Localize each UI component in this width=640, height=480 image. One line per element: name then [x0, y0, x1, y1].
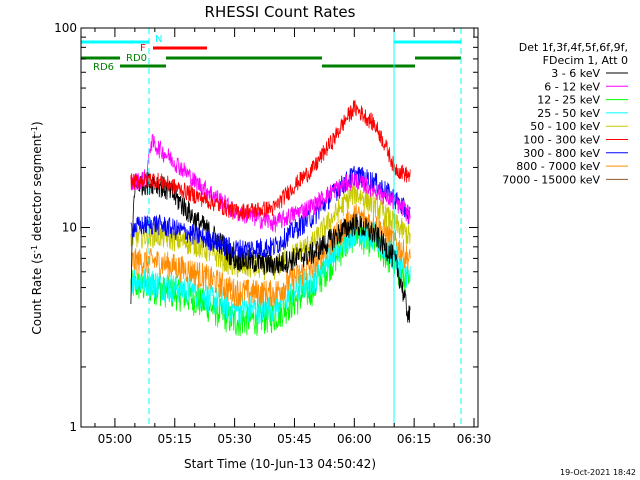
- y-tick-label: 1: [69, 420, 77, 434]
- legend-label: 300 - 800 keV: [523, 147, 600, 160]
- legend-label: 12 - 25 keV: [537, 94, 600, 107]
- series-line-800-7000keV: [130, 204, 411, 308]
- mode-label-rd0: RD0: [126, 53, 147, 64]
- y-axis-ticks: 1 10 100: [54, 21, 478, 434]
- mode-label-f: F: [140, 43, 146, 54]
- x-tick-label: 06:00: [337, 432, 372, 446]
- legend-label: 3 - 6 keV: [551, 67, 600, 80]
- mode-label-n: N: [155, 34, 162, 45]
- y-axis-label-c: ): [30, 121, 44, 126]
- y-tick-label: 100: [54, 21, 77, 35]
- x-tick-label: 05:45: [277, 432, 312, 446]
- series-line-25-50keV: [130, 216, 411, 326]
- x-axis-ticks: 05:00 05:15 05:30 05:45 06:00 06:15 06:30: [94, 28, 492, 446]
- x-tick-label: 05:15: [157, 432, 192, 446]
- legend-label: 25 - 50 keV: [537, 107, 600, 120]
- series-line-6-12keV: [130, 133, 411, 233]
- y-axis-label-b: detector segment: [30, 134, 44, 245]
- legend-header-1: Det 1f,3f,4f,5f,6f,9f,: [519, 41, 628, 54]
- legend-header-2: FDecim 1, Att 0: [543, 54, 628, 67]
- x-tick-label: 06:15: [397, 432, 432, 446]
- legend-label: 50 - 100 keV: [530, 120, 600, 133]
- legend-label: 7000 - 15000 keV: [502, 173, 600, 186]
- timestamp-annotation: 19-Oct-2021 18:42: [560, 468, 636, 477]
- mode-bars: N F RD0 RD6: [81, 34, 461, 73]
- x-tick-label: 05:30: [217, 432, 252, 446]
- series-line-12-25keV: [130, 220, 411, 337]
- y-tick-label: 10: [62, 221, 77, 235]
- series-lines: [130, 100, 411, 337]
- legend: Det 1f,3f,4f,5f,6f,9f, FDecim 1, Att 0 3…: [502, 41, 628, 186]
- series-line-100-300keV: [130, 100, 411, 220]
- y-axis-label-sup1: -1: [30, 245, 39, 253]
- mode-label-rd6: RD6: [93, 62, 114, 73]
- legend-label: 800 - 7000 keV: [516, 160, 600, 173]
- x-tick-label: 06:30: [457, 432, 492, 446]
- y-axis-label-a: Count Rate (s: [30, 253, 44, 335]
- legend-label: 100 - 300 keV: [523, 134, 600, 147]
- chart-title: RHESSI Count Rates: [205, 3, 356, 21]
- legend-label: 6 - 12 keV: [544, 80, 600, 93]
- y-axis-label: Count Rate (s-1 detector segment-1): [30, 121, 45, 334]
- y-axis-label-sup2: -1: [30, 126, 39, 134]
- x-axis-label: Start Time (10-Jun-13 04:50:42): [184, 457, 376, 471]
- x-tick-label: 05:00: [98, 432, 133, 446]
